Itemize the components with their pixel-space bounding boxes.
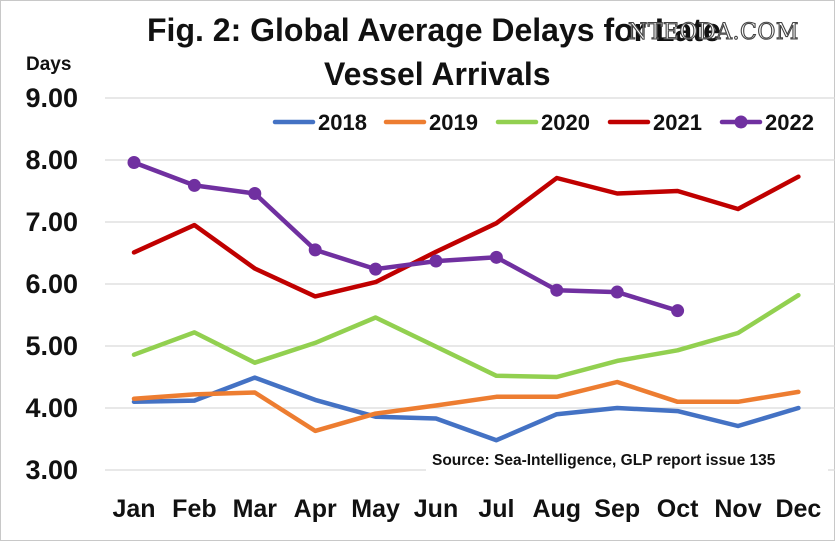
data-point [187, 178, 201, 192]
watermark-text: NTEODA.COM [628, 20, 799, 45]
legend-label: 2022 [765, 110, 814, 135]
data-point [550, 283, 564, 297]
series-line [131, 379, 801, 434]
source-note: Source: Sea-Intelligence, GLP report iss… [432, 452, 776, 469]
series-2020 [131, 292, 801, 380]
legend-label: 2018 [318, 110, 367, 135]
legend-item-2019: 2019 [383, 110, 478, 135]
x-tick-label: May [351, 495, 400, 523]
source-note-background [426, 446, 828, 472]
series-2022 [127, 155, 685, 318]
data-point [671, 304, 685, 318]
y-tick-label: 7.00 [25, 207, 78, 237]
x-tick-label: Apr [294, 495, 337, 523]
y-axis-ticks: 3.00 4.00 5.00 6.00 7.00 8.00 9.00 [25, 83, 78, 485]
data-point [429, 254, 443, 268]
series-line [131, 292, 801, 380]
data-point [369, 262, 383, 276]
legend-marker [734, 115, 748, 129]
chart-title-line-1: Fig. 2: Global Average Delays for Late [147, 12, 721, 48]
legend-label: 2020 [541, 110, 590, 135]
y-axis-unit-label: Days [26, 54, 71, 75]
legend-item-2018: 2018 [272, 110, 367, 135]
legend-label: 2021 [653, 110, 702, 135]
grid-lines [105, 97, 835, 471]
series-lines [127, 155, 801, 443]
data-point [308, 243, 322, 257]
y-tick-label: 5.00 [25, 331, 78, 361]
x-tick-label: Mar [233, 495, 278, 523]
y-tick-label: 6.00 [25, 269, 78, 299]
y-tick-label: 9.00 [25, 83, 78, 113]
x-tick-label: Jan [112, 495, 155, 523]
data-point [610, 285, 624, 299]
x-tick-label: Jul [478, 495, 514, 523]
x-tick-label: Feb [172, 495, 216, 523]
x-tick-label: Dec [775, 495, 821, 523]
data-point [127, 155, 141, 169]
chart-title-line-2: Vessel Arrivals [324, 56, 551, 92]
series-2018 [131, 375, 801, 443]
legend-label: 2019 [429, 110, 478, 135]
y-tick-label: 8.00 [25, 145, 78, 175]
legend-item-2021: 2021 [607, 110, 702, 135]
data-point [489, 250, 503, 264]
legend: 2018 2019 2020 2021 2022 [272, 110, 814, 135]
data-point [248, 186, 262, 200]
y-tick-label: 3.00 [25, 455, 78, 485]
series-line [131, 160, 680, 313]
y-tick-label: 4.00 [25, 393, 78, 423]
x-tick-label: Oct [657, 495, 699, 523]
legend-item-2022: 2022 [719, 110, 814, 135]
x-tick-label: Jun [414, 495, 458, 523]
series-2021 [131, 174, 801, 299]
x-tick-label: Nov [714, 495, 761, 523]
x-tick-label: Sep [594, 495, 640, 523]
series-line [131, 174, 801, 299]
series-line [131, 375, 801, 443]
x-axis-ticks: Jan Feb Mar Apr May Jun Jul Aug Sep Oct Nov Dec [112, 495, 821, 523]
legend-item-2020: 2020 [495, 110, 590, 135]
series-2019 [131, 379, 801, 434]
x-tick-label: Aug [532, 495, 581, 523]
